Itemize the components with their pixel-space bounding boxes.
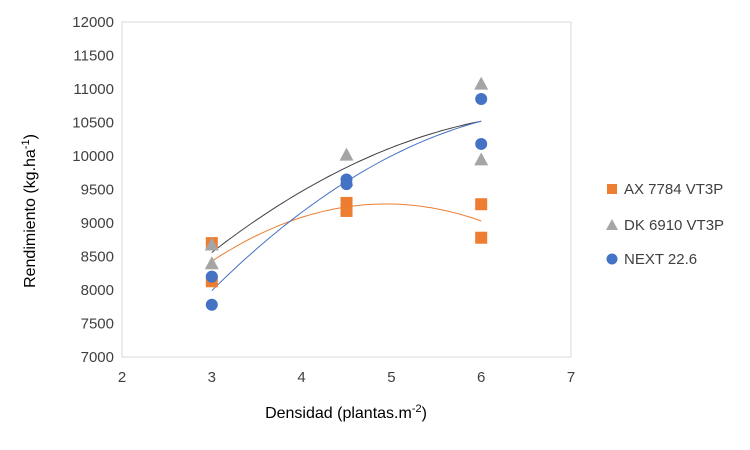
plot-border: [121, 21, 572, 358]
marker-next-22-6: [475, 137, 488, 150]
legend-label-dk-6910-vt3p: DK 6910 VT3P: [624, 217, 724, 234]
y-tick-label: 11000: [73, 81, 114, 98]
y-tick-label: 9000: [81, 215, 114, 232]
y-tick-label: 12000: [72, 14, 114, 31]
marker-next-22-6: [475, 93, 488, 106]
x-tick-label: 6: [477, 369, 485, 386]
legend-label-ax-7784-vt3p: AX 7784 VT3P: [624, 181, 723, 198]
marker-next-22-6: [340, 178, 353, 191]
x-axis-ticks: 2 3 4 5 6 7: [118, 369, 575, 386]
marker-ax-7784-vt3p: [340, 204, 353, 217]
x-tick-label: 5: [387, 369, 395, 386]
marker-ax-7784-vt3p: [475, 198, 488, 211]
legend-square-icon: [607, 184, 617, 194]
marker-dk-6910-vt3p: [474, 76, 489, 90]
legend-circle-icon: [606, 253, 618, 265]
marker-dk-6910-vt3p: [204, 237, 219, 251]
y-axis-ticks: 7000 7500 8000 8500 9000 9500 10000 10500 11000 1…: [72, 14, 114, 366]
legend: AX 7784 VT3P DK 6910 VT3P NEXT 22.6: [606, 181, 724, 268]
x-axis-title: Densidad (plantas.m-2): [265, 403, 427, 422]
y-tick-label: 8000: [81, 282, 114, 299]
y-tick-label: 7500: [81, 316, 114, 333]
y-tick-label: 10000: [72, 148, 114, 165]
y-tick-label: 7000: [81, 349, 114, 366]
plot-area: [121, 21, 572, 358]
x-tick-label: 7: [567, 369, 575, 386]
marker-dk-6910-vt3p: [204, 256, 219, 270]
marker-next-22-6: [205, 298, 218, 311]
legend-label-next-22-6: NEXT 22.6: [624, 251, 697, 268]
y-tick-label: 8500: [81, 249, 114, 266]
marker-next-22-6: [205, 270, 218, 283]
y-axis-title: Rendimiento (kg.ha-1): [20, 134, 39, 288]
y-tick-label: 10500: [72, 115, 114, 132]
x-tick-label: 2: [118, 369, 126, 386]
marker-ax-7784-vt3p: [475, 231, 488, 244]
legend-triangle-icon: [606, 219, 618, 230]
trendline-dk-6910-vt3p: [211, 120, 482, 253]
data-markers: [204, 76, 489, 311]
marker-dk-6910-vt3p: [339, 147, 354, 161]
y-tick-label: 9500: [81, 182, 114, 199]
x-tick-label: 4: [297, 369, 305, 386]
marker-dk-6910-vt3p: [474, 152, 489, 166]
y-tick-label: 11500: [73, 48, 114, 65]
x-tick-label: 3: [208, 369, 216, 386]
